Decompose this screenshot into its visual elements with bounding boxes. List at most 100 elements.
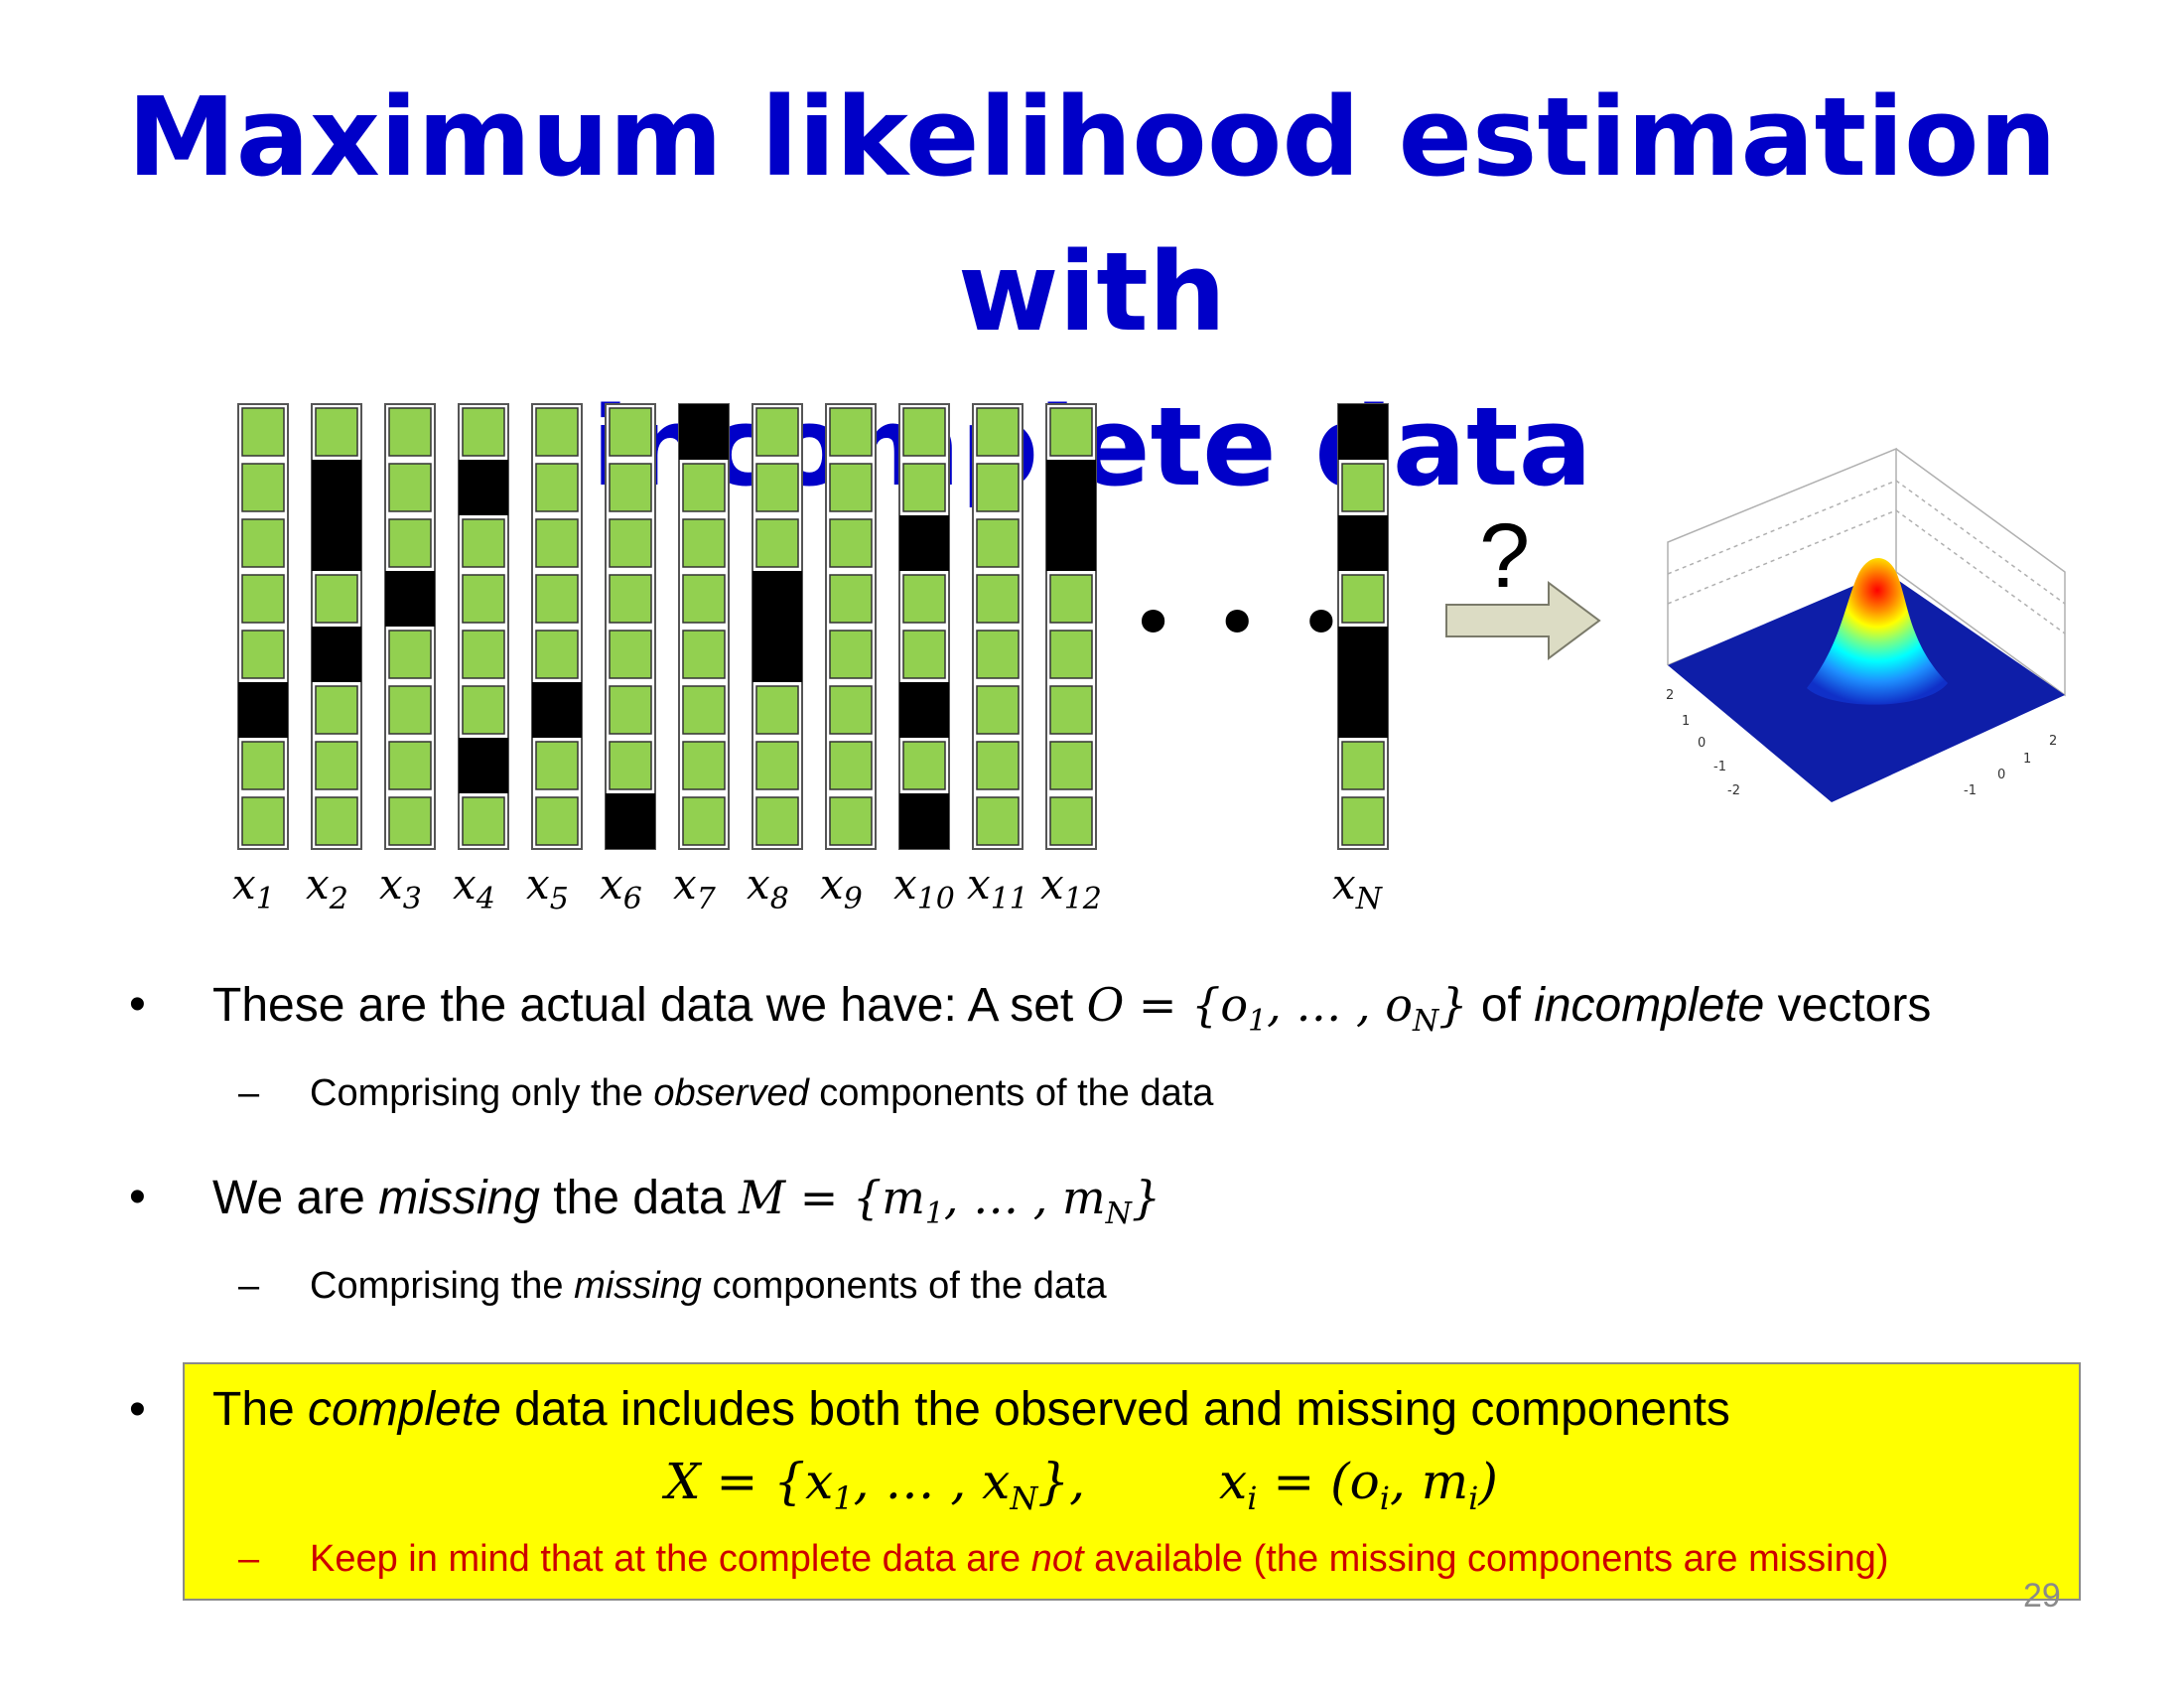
plot-tick-label: 0 bbox=[1698, 736, 1706, 751]
observed-component bbox=[1049, 796, 1093, 846]
vector-label-subscript: 2 bbox=[329, 882, 348, 914]
observed-component bbox=[976, 574, 1020, 624]
vector-label-base: x bbox=[1332, 860, 1356, 909]
vector-label-subscript: N bbox=[1355, 882, 1384, 914]
complete-set-sub1: 1 bbox=[833, 1479, 854, 1517]
question-mark: ? bbox=[1479, 505, 1531, 607]
observed-component bbox=[609, 518, 652, 568]
vector-label-base: x bbox=[306, 860, 330, 909]
data-vector-10: x10 bbox=[893, 403, 955, 914]
bullet-2-sub-before: Comprising the bbox=[310, 1265, 575, 1307]
observed-component bbox=[535, 630, 579, 679]
observed-component bbox=[1341, 796, 1385, 846]
vector-label-base: x bbox=[967, 860, 991, 909]
plot-tick-label: -1 bbox=[1713, 760, 1726, 774]
complete-vec-a: x bbox=[1219, 1453, 1248, 1510]
vector-label: x11 bbox=[967, 860, 1028, 914]
vector-label-base: x bbox=[747, 860, 770, 909]
observed-component bbox=[535, 741, 579, 790]
observed-component bbox=[829, 630, 873, 679]
complete-set-sub2: N bbox=[1010, 1479, 1038, 1517]
data-vector-1: x1 bbox=[232, 403, 289, 914]
observed-component bbox=[682, 796, 726, 846]
bullet-1-text-after-2: vectors bbox=[1764, 979, 1932, 1032]
data-vector-8: x8 bbox=[747, 403, 803, 914]
missing-component bbox=[899, 793, 949, 849]
page-number: 29 bbox=[2023, 1577, 2061, 1615]
vector-label-subscript: 5 bbox=[550, 882, 569, 914]
vector-label-base: x bbox=[232, 860, 256, 909]
observed-component bbox=[315, 741, 358, 790]
observed-component bbox=[609, 463, 652, 512]
observed-component bbox=[902, 463, 946, 512]
complete-data-highlight-box bbox=[183, 1362, 2081, 1601]
vector-label: x9 bbox=[820, 860, 863, 914]
bullet-1-emphasis: incomplete bbox=[1534, 979, 1765, 1032]
observed-set-formula: O = {o1, … , oN} bbox=[1087, 978, 1468, 1039]
missing-component bbox=[238, 682, 288, 738]
observed-component bbox=[535, 796, 579, 846]
complete-vec-b: = (o bbox=[1257, 1453, 1380, 1510]
vector-label-base: x bbox=[379, 860, 403, 909]
missing-component bbox=[459, 460, 508, 515]
vector-label-subscript: 9 bbox=[844, 882, 863, 914]
bullet-2-sub-text: Comprising the missing components of the… bbox=[310, 1261, 1107, 1311]
missing-component bbox=[1338, 404, 1388, 460]
missing-set-sub1: 1 bbox=[924, 1196, 944, 1232]
observed-component bbox=[462, 685, 505, 735]
observed-component bbox=[241, 796, 285, 846]
complete-vec-sub3: i bbox=[1468, 1479, 1479, 1517]
observed-component bbox=[829, 463, 873, 512]
observed-component bbox=[535, 518, 579, 568]
missing-component bbox=[679, 404, 729, 460]
observed-component bbox=[902, 574, 946, 624]
observed-component bbox=[462, 518, 505, 568]
observed-set-sub1: 1 bbox=[1248, 1004, 1268, 1040]
data-vectors-figure: x1 x2 x3 x4 x5 x6 x7 x8 x9 x10 x11 x12 xN bbox=[232, 403, 1389, 914]
observed-component bbox=[609, 685, 652, 735]
observed-set-math-c: } bbox=[1438, 978, 1468, 1032]
vector-label: x10 bbox=[893, 860, 955, 914]
observed-component bbox=[1341, 741, 1385, 790]
vector-label: x7 bbox=[673, 860, 717, 914]
observed-component bbox=[535, 407, 579, 457]
plot-tick-label: -1 bbox=[1964, 783, 1977, 798]
arrow-shape bbox=[1445, 581, 1601, 660]
observed-component bbox=[1341, 574, 1385, 624]
plot-tick-label: 2 bbox=[2049, 734, 2057, 749]
observed-component bbox=[315, 407, 358, 457]
missing-component bbox=[312, 627, 361, 682]
observed-component bbox=[755, 463, 799, 512]
observed-component bbox=[388, 630, 432, 679]
observed-component bbox=[609, 630, 652, 679]
observed-component bbox=[829, 796, 873, 846]
vector-label: x8 bbox=[747, 860, 789, 914]
bullet-3-sub-after: available (the missing components are mi… bbox=[1083, 1538, 1889, 1580]
bullet-1-sub-emphasis: observed bbox=[653, 1072, 809, 1114]
observed-component bbox=[829, 685, 873, 735]
gaussian-bell-surface bbox=[1807, 557, 1948, 705]
observed-component bbox=[535, 463, 579, 512]
observed-set-sub2: N bbox=[1412, 1004, 1439, 1040]
complete-vec-c: , m bbox=[1389, 1453, 1469, 1510]
observed-component bbox=[315, 685, 358, 735]
bullet-1-sub-marker: – bbox=[238, 1072, 260, 1114]
plot-tick-label: 0 bbox=[1997, 768, 2005, 782]
plot-tick-label: 2 bbox=[1666, 688, 1674, 703]
observed-component bbox=[462, 574, 505, 624]
observed-component bbox=[976, 796, 1020, 846]
missing-component bbox=[752, 571, 802, 627]
data-vector-7: x7 bbox=[673, 403, 730, 914]
observed-component bbox=[902, 407, 946, 457]
vector-label-base: x bbox=[600, 860, 623, 909]
observed-component bbox=[976, 630, 1020, 679]
missing-component bbox=[1338, 682, 1388, 738]
complete-set-b: , … , x bbox=[853, 1453, 1011, 1510]
bullet-3-emphasis: complete bbox=[308, 1383, 501, 1436]
observed-component bbox=[829, 574, 873, 624]
observed-component bbox=[1341, 463, 1385, 512]
missing-component bbox=[1338, 627, 1388, 682]
observed-component bbox=[755, 741, 799, 790]
